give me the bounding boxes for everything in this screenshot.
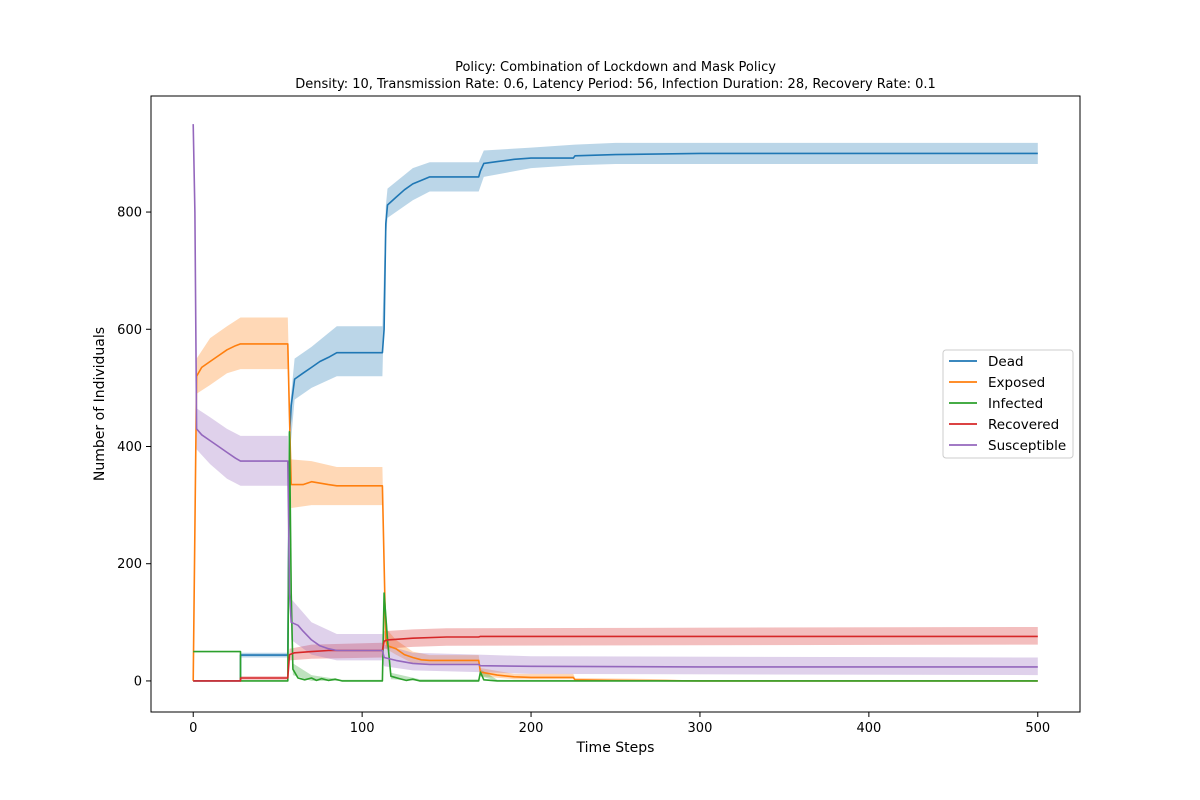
series-line-infected — [193, 430, 1038, 682]
legend-label-exposed: Exposed — [988, 375, 1045, 391]
legend-label-susceptible: Susceptible — [988, 438, 1066, 454]
series-line-susceptible — [192, 124, 1038, 668]
band-recovered — [193, 627, 1038, 681]
y-tick-label: 400 — [117, 440, 142, 455]
chart-subtitle: Density: 10, Transmission Rate: 0.6, Lat… — [295, 77, 936, 92]
y-axis-ticks: 0 200 400 600 800 — [117, 206, 151, 689]
x-tick-label: 500 — [1025, 721, 1050, 736]
plot-area-frame — [150, 95, 1081, 713]
y-tick-label: 0 — [134, 674, 142, 689]
series-line-dead — [193, 152, 1038, 682]
legend-label-dead: Dead — [988, 354, 1024, 370]
chart-title: Policy: Combination of Lockdown and Mask… — [455, 60, 776, 75]
x-axis-ticks: 0 100 200 300 400 500 — [189, 712, 1050, 736]
x-tick-label: 300 — [688, 721, 713, 736]
legend-box — [942, 349, 1074, 459]
x-tick-label: 200 — [519, 721, 544, 736]
y-axis-label: Number of Individuals — [92, 327, 108, 481]
x-tick-label: 0 — [189, 721, 197, 736]
series-lines — [192, 124, 1038, 682]
legend-label-infected: Infected — [988, 396, 1043, 412]
x-axis-label: Time Steps — [576, 740, 655, 756]
x-tick-label: 400 — [856, 721, 881, 736]
legend: Dead Exposed Infected Recovered Susceptible — [942, 349, 1074, 459]
band-exposed — [193, 317, 1038, 681]
confidence-bands — [193, 124, 1038, 681]
y-tick-label: 800 — [117, 206, 142, 221]
y-tick-label: 200 — [117, 557, 142, 572]
x-tick-label: 100 — [350, 721, 375, 736]
y-tick-label: 600 — [117, 323, 142, 338]
legend-label-recovered: Recovered — [988, 417, 1059, 433]
